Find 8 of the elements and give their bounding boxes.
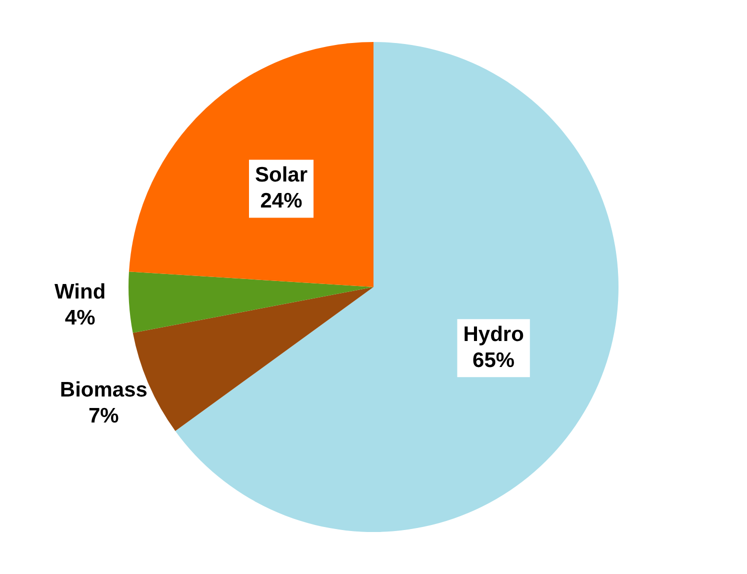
data-label: 24% <box>260 190 303 213</box>
data-label: 7% <box>88 404 120 428</box>
data-label: 65% <box>472 348 515 372</box>
slice-label: Solar <box>254 164 308 187</box>
data-label: 4% <box>64 306 96 330</box>
slice-label: Hydro <box>463 322 524 346</box>
slice-label: Wind <box>54 280 106 304</box>
slice-label: Biomass <box>60 378 148 402</box>
